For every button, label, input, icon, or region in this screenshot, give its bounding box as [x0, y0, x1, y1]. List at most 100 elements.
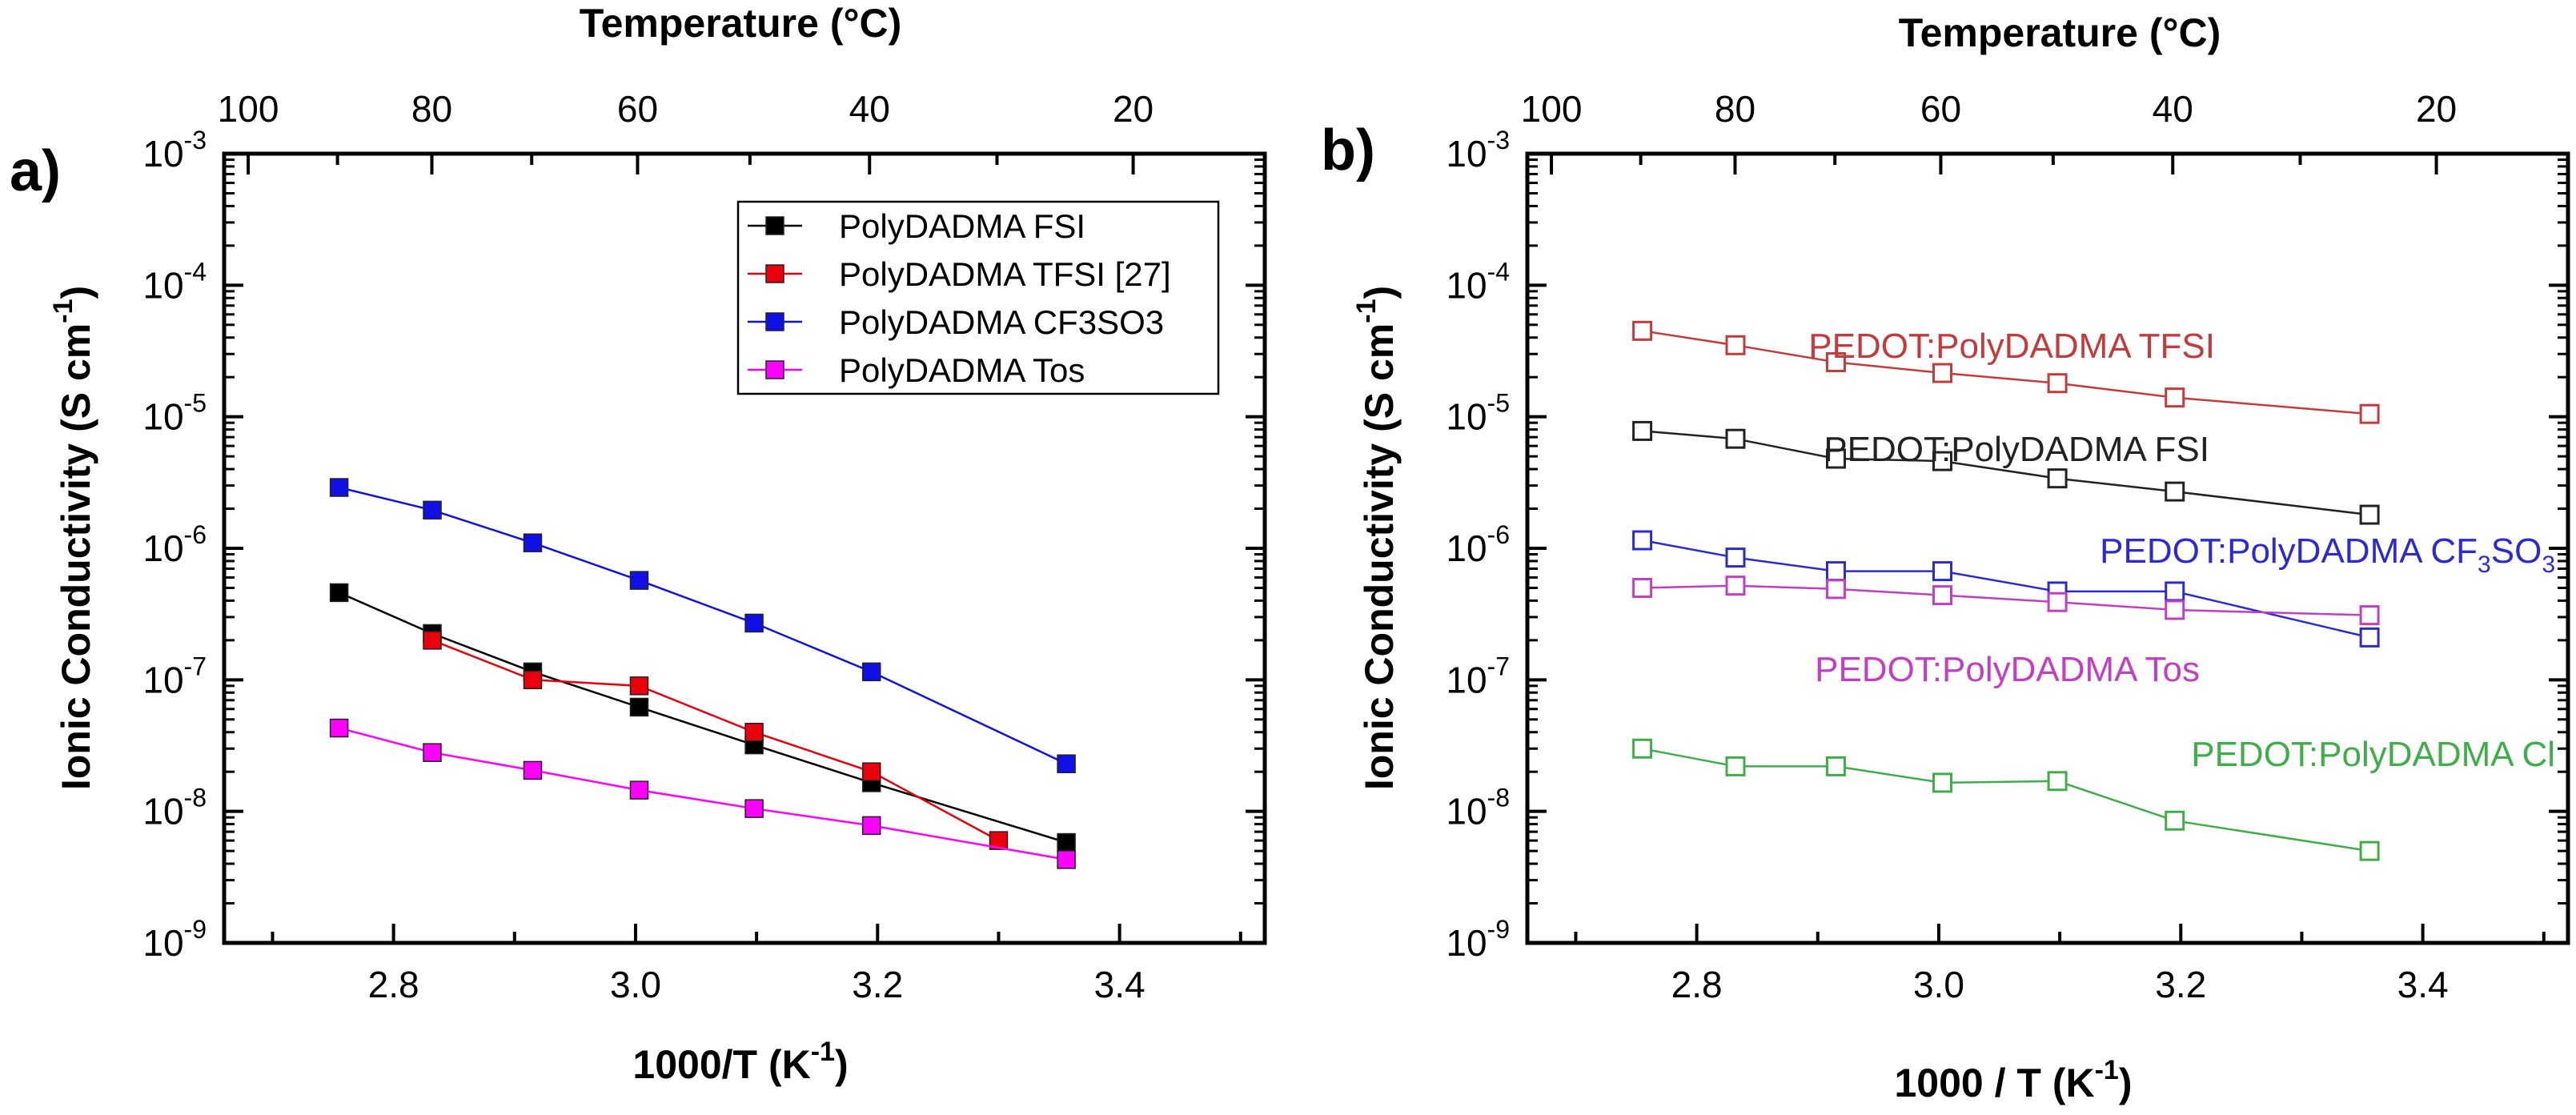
data-point	[2165, 600, 2185, 620]
data-point	[629, 780, 649, 800]
data-point	[629, 697, 649, 717]
top-tick-label: 80	[411, 88, 452, 130]
data-point	[2165, 481, 2185, 502]
x-axis-title-end: )	[835, 1042, 849, 1087]
series-line	[431, 639, 999, 842]
data-point	[329, 478, 349, 497]
data-point	[2165, 387, 2185, 408]
y-tick-exponent: -3	[1487, 126, 1510, 154]
top-tick-label: 100	[1521, 88, 1583, 130]
data-point	[629, 676, 649, 696]
data-point	[1825, 561, 1846, 582]
legend-marker	[765, 360, 784, 379]
top-tick-label: 80	[1715, 88, 1755, 130]
y-tick-exponent: -7	[184, 652, 207, 680]
y-tick-base: 10	[142, 133, 183, 174]
data-point	[1057, 832, 1076, 852]
data-point	[2165, 581, 2185, 602]
data-point	[744, 799, 764, 818]
y-axis-title-text: Ionic Conductivity (S cm	[54, 323, 98, 790]
y-tick-exponent: -5	[184, 389, 207, 418]
data-point	[629, 571, 649, 590]
y-tick-label: 10-9	[1446, 915, 1510, 964]
top-tick-label: 100	[218, 88, 279, 130]
data-point	[2047, 373, 2068, 394]
series-label: PEDOT:PolyDADMA CF3SO3	[2100, 531, 2555, 578]
x-tick-label: 3.2	[2155, 964, 2206, 1005]
y-tick-exponent: -4	[184, 257, 207, 286]
y-tick-base: 10	[142, 659, 183, 700]
series-label-part: 3	[2478, 551, 2491, 578]
data-point	[1825, 579, 1846, 600]
data-point	[1632, 577, 1653, 598]
x-tick-label: 2.8	[368, 964, 419, 1005]
y-tick-base: 10	[142, 922, 183, 964]
data-point	[1825, 448, 1846, 469]
data-point	[423, 500, 442, 520]
legend-marker	[765, 312, 784, 331]
y-tick-label: 10-6	[142, 520, 207, 569]
series-label: PEDOT:PolyDADMA Tos	[1815, 650, 2200, 689]
data-point	[2047, 771, 2068, 792]
x-axis-title-end: )	[2119, 1061, 2133, 1105]
data-point	[523, 670, 543, 690]
top-tick-label: 60	[1920, 88, 1961, 130]
x-tick-label: 3.0	[610, 964, 661, 1005]
y-tick-base: 10	[1446, 659, 1487, 700]
x-tick-label: 3.4	[1094, 964, 1146, 1005]
legend-label: PolyDADMA CF3SO3	[839, 303, 1164, 341]
y-tick-base: 10	[1446, 791, 1487, 832]
legend-entry: PolyDADMA CF3SO3	[748, 303, 1164, 341]
data-point	[2047, 468, 2068, 489]
series-2	[329, 478, 1076, 773]
y-tick-exponent: -8	[184, 784, 207, 812]
data-point	[2359, 840, 2380, 861]
x-tick-label: 3.2	[852, 964, 903, 1005]
data-point	[523, 760, 543, 780]
y-tick-base: 10	[1446, 133, 1487, 174]
legend: PolyDADMA FSI PolyDADMA TFSI [27] PolyDADM…	[736, 200, 1220, 395]
x-tick-label: 3.0	[1913, 964, 1964, 1005]
data-point	[1725, 756, 1746, 776]
data-point	[744, 722, 764, 742]
legend-marker	[765, 264, 784, 283]
y-tick-base: 10	[142, 264, 183, 306]
top-tick-label: 60	[617, 88, 658, 130]
series-label: PEDOT:PolyDADMA FSI	[1824, 430, 2209, 469]
x-axis-title-sup: -1	[811, 1037, 835, 1067]
y-axis-title-sup: -1	[1351, 299, 1382, 323]
data-point	[989, 831, 1009, 850]
series-label-part: PEDOT:PolyDADMA Tos	[1815, 650, 2200, 689]
data-point	[1632, 420, 1653, 441]
top-tick-label: 20	[1113, 88, 1154, 130]
y-axis-title-end: )	[54, 286, 98, 299]
data-point	[2359, 403, 2380, 424]
top-tick-label: 40	[849, 88, 890, 130]
data-point	[1725, 547, 1746, 568]
y-axis-title-end: )	[1357, 286, 1402, 299]
y-tick-label: 10-7	[1446, 652, 1510, 700]
data-point	[2047, 592, 2068, 612]
data-point	[861, 762, 881, 781]
series-line	[339, 727, 1067, 861]
top-axis-title: Temperature (°C)	[1899, 10, 2221, 55]
data-point	[423, 743, 442, 762]
y-tick-base: 10	[142, 791, 183, 832]
series-4	[1632, 738, 2380, 861]
y-tick-exponent: -9	[1487, 915, 1510, 944]
y-tick-label: 10-8	[1446, 784, 1510, 832]
y-tick-label: 10-5	[1446, 389, 1510, 438]
y-tick-label: 10-3	[1446, 126, 1510, 174]
x-tick-label: 3.4	[2397, 964, 2449, 1005]
y-tick-label: 10-7	[142, 652, 207, 700]
series-label-part: SO	[2491, 531, 2542, 571]
series-label-part: PEDOT:PolyDADMA Cl	[2191, 735, 2555, 774]
y-tick-exponent: -4	[1487, 257, 1510, 286]
legend-entry: PolyDADMA FSI	[748, 207, 1085, 245]
data-point	[1632, 320, 1653, 341]
series-0	[329, 583, 1076, 852]
y-tick-exponent: -8	[1487, 784, 1510, 812]
x-axis-title-text: 1000/T (K	[632, 1042, 810, 1087]
y-tick-base: 10	[1446, 264, 1487, 306]
top-axis-title: Temperature (°C)	[580, 1, 901, 46]
